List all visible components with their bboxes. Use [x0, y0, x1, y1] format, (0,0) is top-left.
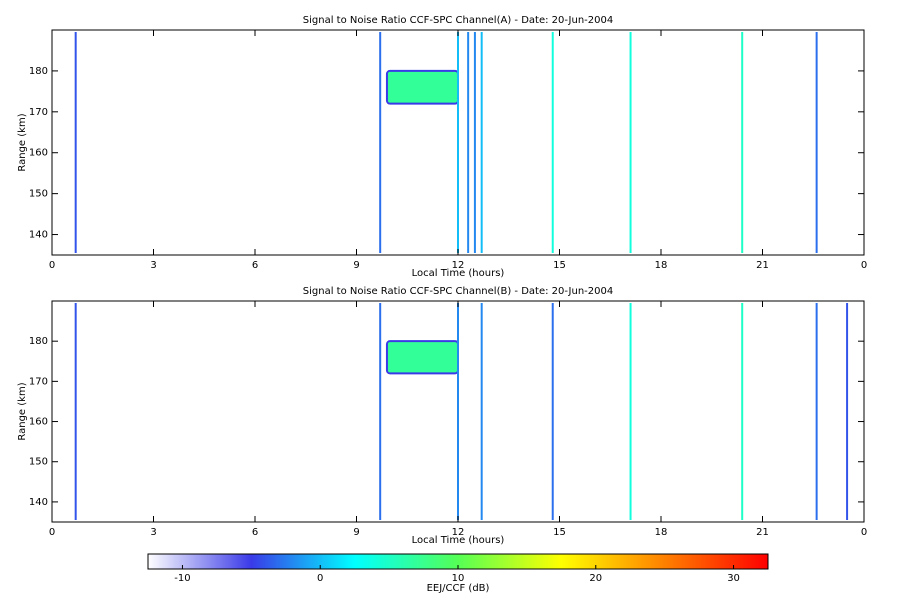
colorbar-label: EEJ/CCF (dB) [427, 583, 490, 594]
y-tick-label: 170 [29, 376, 48, 387]
colorbar-tick-label: 30 [727, 573, 740, 584]
y-tick-label: 140 [29, 230, 48, 241]
y-tick-label: 150 [29, 189, 48, 200]
colorbar-tick-label: -10 [174, 573, 190, 584]
chart-title: Signal to Noise Ratio CCF-SPC Channel(A)… [303, 15, 613, 26]
y-tick-label: 180 [29, 336, 48, 347]
colorbar-tick-label: 0 [317, 573, 323, 584]
y-tick-label: 170 [29, 107, 48, 118]
x-tick-label: 15 [553, 260, 566, 271]
y-tick-label: 180 [29, 66, 48, 77]
x-tick-label: 12 [452, 527, 465, 538]
x-tick-label: 12 [452, 260, 465, 271]
y-tick-label: 160 [29, 417, 48, 428]
x-tick-label: 0 [861, 527, 867, 538]
echo-region [386, 341, 458, 374]
x-tick-label: 0 [49, 260, 55, 271]
x-tick-label: 9 [353, 260, 359, 271]
y-axis-label: Range (km) [17, 382, 28, 440]
x-tick-label: 18 [655, 260, 668, 271]
x-tick-label: 21 [756, 260, 769, 271]
y-tick-label: 150 [29, 457, 48, 468]
x-tick-label: 6 [252, 260, 258, 271]
x-tick-label: 0 [861, 260, 867, 271]
x-tick-label: 9 [353, 527, 359, 538]
x-tick-label: 21 [756, 527, 769, 538]
chart-title: Signal to Noise Ratio CCF-SPC Channel(B)… [303, 286, 613, 297]
colorbar-tick-label: 20 [589, 573, 602, 584]
y-axis-label: Range (km) [17, 113, 28, 171]
x-tick-label: 3 [150, 260, 156, 271]
x-tick-label: 15 [553, 527, 566, 538]
x-tick-label: 3 [150, 527, 156, 538]
colorbar-tick-label: 10 [452, 573, 465, 584]
x-tick-label: 18 [655, 527, 668, 538]
x-axis-label: Local Time (hours) [412, 268, 505, 279]
y-tick-label: 160 [29, 148, 48, 159]
x-tick-label: 6 [252, 527, 258, 538]
x-tick-label: 0 [49, 527, 55, 538]
echo-region [386, 70, 458, 104]
y-tick-label: 140 [29, 497, 48, 508]
x-axis-label: Local Time (hours) [412, 535, 505, 546]
